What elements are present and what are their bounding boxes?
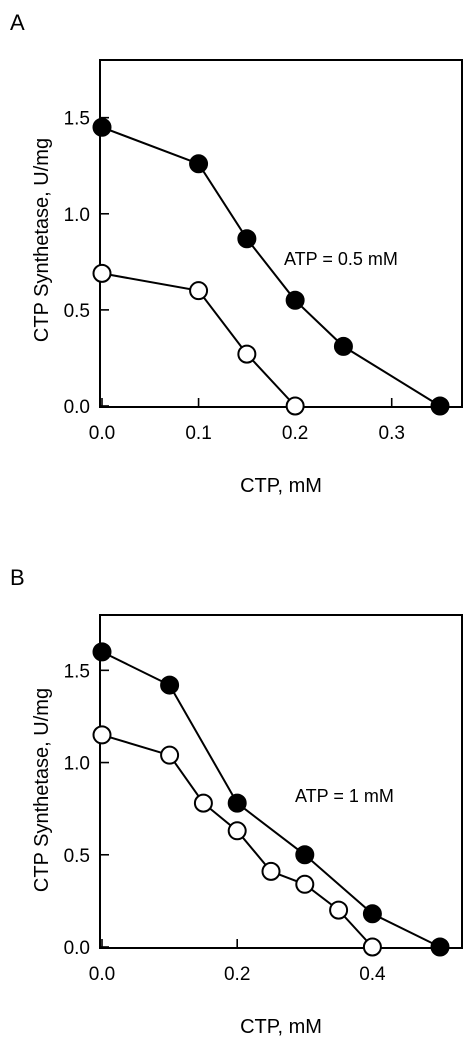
x-tick-label: 0.1 (185, 423, 211, 444)
y-tick-label: 1.5 (64, 109, 90, 130)
panel-label: B (10, 565, 25, 590)
series-line-open (101, 272, 296, 407)
chart-panel-b: B 0.0 0.5 1.0 1.5 0.0 0.2 0.4 CTP, mM CTP Synthet… (10, 565, 463, 1038)
data-point-filled (285, 290, 305, 310)
y-tick-label: 0.5 (64, 846, 90, 867)
data-point-open (295, 874, 315, 894)
data-point-open (92, 725, 112, 745)
x-tick-label: 0.2 (224, 964, 250, 985)
y-tick-label: 1.5 (64, 661, 90, 682)
data-point-filled (227, 793, 247, 813)
data-point-open (329, 900, 349, 920)
series-line-filled (101, 651, 441, 948)
plot-frame (99, 59, 463, 408)
y-tick-label: 1.0 (64, 754, 90, 775)
x-tick-label: 0.2 (282, 423, 308, 444)
y-tick-label: 1.0 (64, 205, 90, 226)
x-tick-label: 0.0 (89, 423, 115, 444)
data-point-filled (295, 845, 315, 865)
panel-label: A (10, 10, 25, 35)
data-point-open (261, 861, 281, 881)
data-point-open (285, 396, 305, 416)
annotation-text: ATP = 1 mM (295, 786, 394, 806)
x-tick-label: 0.3 (379, 423, 405, 444)
data-point-open (237, 344, 257, 364)
data-point-open (189, 281, 209, 301)
y-tick-label: 0.0 (64, 938, 90, 959)
data-point-open (92, 263, 112, 283)
data-point-open (227, 821, 247, 841)
x-axis-label: CTP, mM (240, 1016, 322, 1038)
data-point-filled (92, 117, 112, 137)
data-point-open (362, 937, 382, 957)
data-point-filled (189, 154, 209, 174)
data-point-filled (92, 642, 112, 662)
x-axis-label: CTP, mM (240, 475, 322, 497)
data-point-filled (333, 336, 353, 356)
x-tick-label: 0.4 (359, 964, 386, 985)
y-tick-label: 0.0 (64, 397, 90, 418)
plot-frame (99, 614, 463, 949)
y-axis-label: CTP Synthetase, U/mg (31, 138, 53, 342)
x-tick-label: 0.0 (89, 964, 115, 985)
data-point-filled (237, 229, 257, 249)
data-point-filled (430, 396, 450, 416)
chart-panel-a: A 0.0 0.5 1.0 1.5 0.0 0.1 0.2 0.3 CTP, mM CTP Synt… (10, 10, 463, 497)
data-point-filled (160, 675, 180, 695)
data-point-open (193, 793, 213, 813)
y-tick-label: 0.5 (64, 301, 90, 322)
data-point-filled (430, 937, 450, 957)
series-line-filled (101, 126, 441, 407)
annotation-text: ATP = 0.5 mM (284, 249, 398, 269)
data-point-filled (362, 904, 382, 924)
y-axis-label: CTP Synthetase, U/mg (31, 688, 53, 892)
data-point-open (160, 745, 180, 765)
